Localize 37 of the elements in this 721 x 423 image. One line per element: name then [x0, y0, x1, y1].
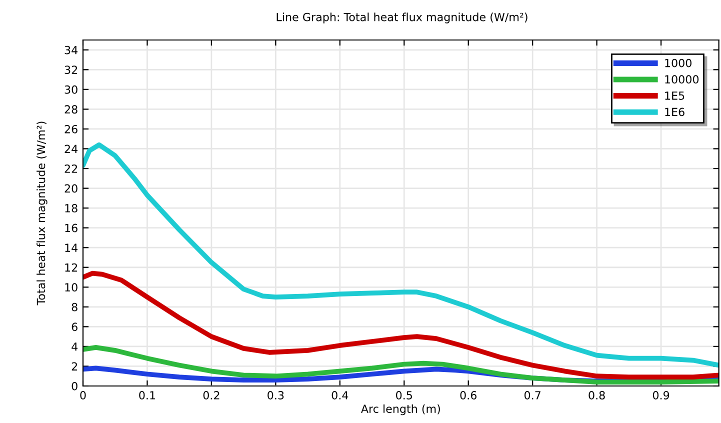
y-tick-label: 24 — [64, 144, 78, 153]
y-tick-label: 18 — [65, 204, 78, 212]
legend-label: 1E6 — [665, 108, 684, 116]
y-tick-label: 28 — [64, 105, 78, 114]
chart-title: Line Graph: Total heat flux magnitude (W/m²) — [276, 12, 528, 24]
legend-label: 1E5 — [665, 92, 684, 100]
y-tick-label: 12 — [65, 263, 78, 272]
x-tick-label: 0 — [80, 391, 86, 400]
y-tick-label: 6 — [72, 322, 78, 332]
y-tick-label: 0 — [72, 382, 78, 390]
x-tick-label: 0.1 — [139, 391, 156, 400]
y-tick-label: 30 — [64, 85, 78, 94]
line-series — [83, 142, 719, 368]
x-tick-label: 0.4 — [332, 391, 348, 400]
legend-label: 10000 — [665, 75, 699, 84]
y-tick-label: 16 — [65, 224, 78, 232]
line-series — [83, 270, 719, 380]
y-tick-label: 10 — [65, 283, 78, 292]
x-tick-label: 0.8 — [588, 391, 605, 400]
y-tick-label: 20 — [64, 184, 78, 193]
y-tick-label: 26 — [64, 124, 78, 134]
y-tick-label: 14 — [65, 244, 78, 252]
x-tick-label: 0.9 — [652, 391, 670, 400]
y-tick-label: 2 — [72, 362, 78, 370]
x-tick-label: 0.7 — [524, 391, 540, 400]
y-tick-label: 34 — [64, 46, 78, 54]
legend-label: 1000 — [665, 58, 692, 68]
x-tick-label: 0.3 — [268, 391, 284, 400]
x-axis-title: Arc length (m) — [361, 404, 440, 416]
y-tick-label: 8 — [72, 302, 78, 312]
x-tick-label: 0.5 — [396, 391, 412, 400]
y-tick-label: 4 — [72, 342, 78, 351]
y-tick-label: 32 — [64, 66, 78, 74]
y-axis-title: Total heat flux magnitude (W/m²) — [36, 122, 48, 306]
y-tick-label: 22 — [64, 164, 78, 173]
x-tick-label: 0.6 — [460, 391, 476, 400]
x-tick-label: 0.2 — [203, 391, 220, 400]
